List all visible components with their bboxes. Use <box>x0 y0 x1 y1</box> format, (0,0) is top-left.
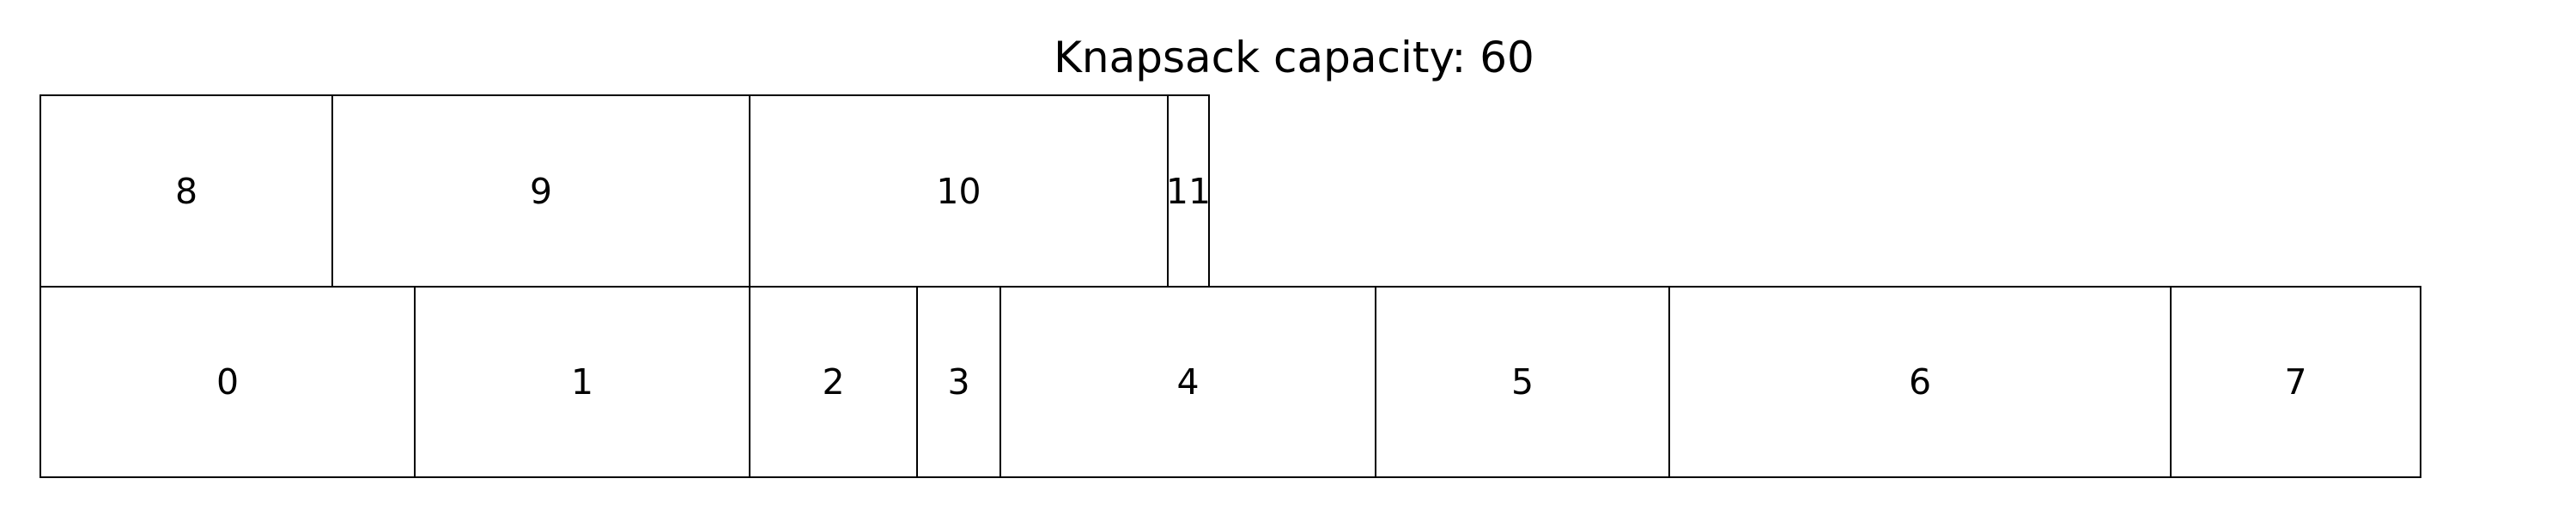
item-box-0: 0 <box>39 286 416 478</box>
item-label: 11 <box>1165 170 1212 212</box>
item-label: 0 <box>216 361 240 403</box>
item-box-8: 8 <box>39 94 333 288</box>
item-label: 3 <box>947 361 970 403</box>
item-label: 10 <box>936 170 981 212</box>
item-box-6: 6 <box>1668 286 2172 478</box>
item-box-5: 5 <box>1375 286 1670 478</box>
item-box-7: 7 <box>2170 286 2421 478</box>
item-box-4: 4 <box>999 286 1376 478</box>
item-box-2: 2 <box>749 286 918 478</box>
item-box-9: 9 <box>331 94 750 288</box>
item-label: 9 <box>529 170 553 212</box>
item-label: 2 <box>822 361 845 403</box>
item-label: 8 <box>174 170 198 212</box>
item-label: 6 <box>1908 361 1932 403</box>
item-box-3: 3 <box>916 286 1001 478</box>
item-box-11: 11 <box>1165 94 1212 288</box>
item-label: 4 <box>1176 361 1200 403</box>
diagram-title: Knapsack capacity: 60 <box>1054 33 1534 82</box>
item-label: 7 <box>2284 361 2307 403</box>
item-box-10: 10 <box>749 94 1169 288</box>
item-box-1: 1 <box>414 286 750 478</box>
item-label: 5 <box>1510 361 1534 403</box>
item-label: 1 <box>570 361 594 403</box>
